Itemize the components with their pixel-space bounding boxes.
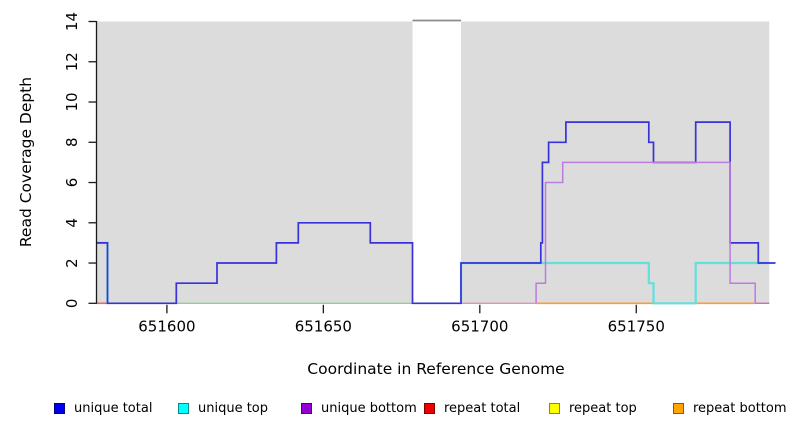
legend-item-unique-top: unique top bbox=[178, 399, 268, 417]
x-tick-label: 651700 bbox=[451, 317, 508, 335]
legend-swatch-unique-bottom bbox=[301, 402, 312, 414]
legend-item-unique-total: unique total bbox=[54, 399, 152, 417]
legend-swatch-unique-top bbox=[178, 402, 189, 414]
legend-label: repeat top bbox=[569, 400, 637, 416]
x-tick-label: 651600 bbox=[138, 317, 195, 335]
legend-swatch-repeat-total bbox=[424, 402, 435, 414]
legend-swatch-repeat-bottom bbox=[673, 402, 684, 414]
legend-label: unique top bbox=[198, 400, 269, 416]
series-unique-total bbox=[96, 121, 776, 305]
y-tick-label: 6 bbox=[63, 178, 81, 188]
legend-label: unique total bbox=[74, 400, 153, 416]
legend: unique total unique top unique bottom repea… bbox=[0, 399, 792, 423]
legend-item-repeat-bottom: repeat bottom bbox=[673, 399, 787, 417]
y-tick-label: 2 bbox=[63, 258, 81, 268]
legend-label: repeat total bbox=[444, 400, 521, 416]
chart-canvas: 0 2 4 6 8 10 12 14 651600 651650 651700 651750 Read… bbox=[17, 12, 776, 378]
legend-item-repeat-top: repeat top bbox=[549, 399, 637, 417]
series-unique-bottom bbox=[535, 161, 756, 304]
legend-swatch-repeat-top bbox=[549, 402, 560, 414]
legend-swatch-unique-total bbox=[54, 402, 65, 414]
y-tick-label: 0 bbox=[63, 299, 81, 309]
coverage-region bbox=[96, 21, 413, 304]
x-tick-label: 651750 bbox=[608, 317, 665, 335]
legend-label: repeat bottom bbox=[693, 400, 787, 416]
y-tick-label: 14 bbox=[63, 12, 81, 31]
x-axis-label: Coordinate in Reference Genome bbox=[307, 360, 564, 378]
legend-item-unique-bottom: unique bottom bbox=[301, 399, 417, 417]
legend-label: unique bottom bbox=[321, 400, 417, 416]
y-tick-label: 12 bbox=[63, 52, 81, 71]
x-tick-label: 651650 bbox=[295, 317, 352, 335]
y-tick-label: 8 bbox=[63, 137, 81, 147]
y-tick-label: 4 bbox=[63, 218, 81, 228]
legend-item-repeat-total: repeat total bbox=[424, 399, 520, 417]
y-axis-label: Read Coverage Depth bbox=[17, 77, 35, 247]
y-tick-label: 10 bbox=[63, 92, 81, 111]
plot-layers: 0 2 4 6 8 10 12 14 651600 651650 651700 651750 bbox=[63, 12, 776, 335]
